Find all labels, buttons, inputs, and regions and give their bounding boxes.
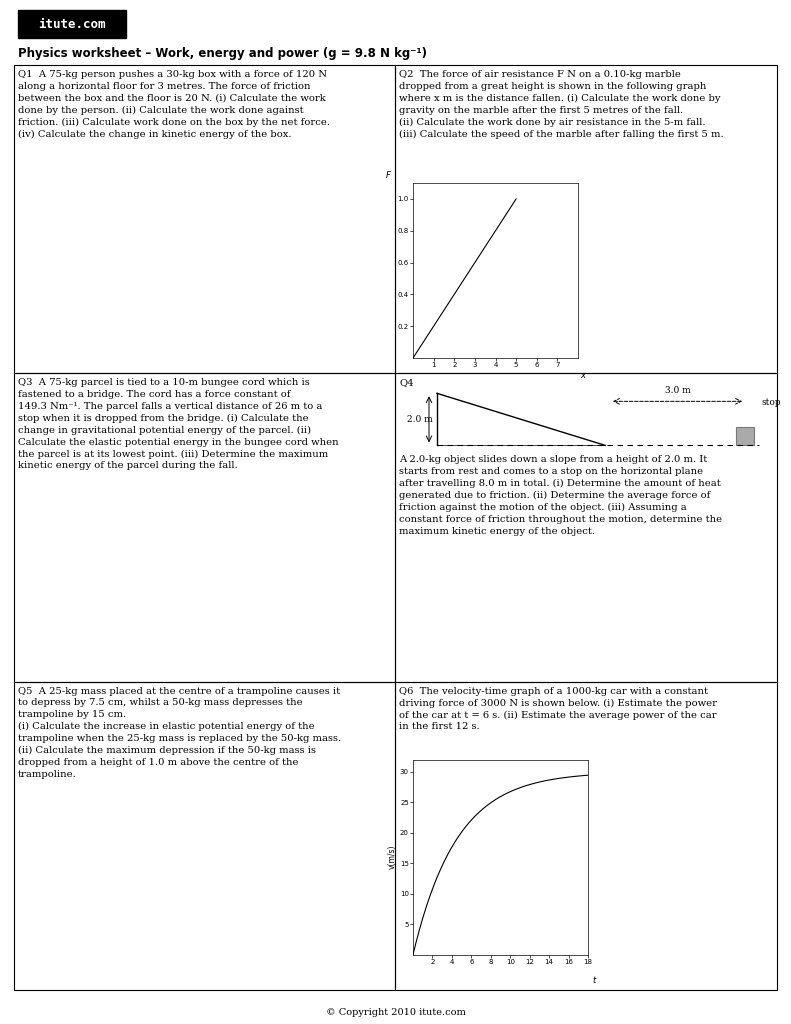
Y-axis label: v(m/s): v(m/s) <box>388 845 397 869</box>
Text: 3.0 m: 3.0 m <box>664 386 691 395</box>
Text: t: t <box>593 976 596 985</box>
Text: Q6  The velocity-time graph of a 1000-kg car with a constant
driving force of 30: Q6 The velocity-time graph of a 1000-kg … <box>399 687 717 731</box>
Text: Q3  A 75-kg parcel is tied to a 10-m bungee cord which is
fastened to a bridge. : Q3 A 75-kg parcel is tied to a 10-m bung… <box>18 378 339 470</box>
Bar <box>395 682 777 990</box>
Text: stop: stop <box>761 398 781 407</box>
Text: © Copyright 2010 itute.com: © Copyright 2010 itute.com <box>326 1008 465 1017</box>
Text: Q2  The force of air resistance F N on a 0.10-kg marble
dropped from a great hei: Q2 The force of air resistance F N on a … <box>399 70 724 138</box>
Text: A 2.0-kg object slides down a slope from a height of 2.0 m. It
starts from rest : A 2.0-kg object slides down a slope from… <box>399 456 722 536</box>
Text: Q1  A 75-kg person pushes a 30-kg box with a force of 120 N
along a horizontal f: Q1 A 75-kg person pushes a 30-kg box wit… <box>18 70 330 138</box>
Text: Physics worksheet – Work, energy and power (g = 9.8 N kg⁻¹): Physics worksheet – Work, energy and pow… <box>18 47 427 60</box>
Text: Q5  A 25-kg mass placed at the centre of a trampoline causes it
to depress by 7.: Q5 A 25-kg mass placed at the centre of … <box>18 687 341 778</box>
Bar <box>14 65 395 374</box>
Text: Q4: Q4 <box>399 378 414 387</box>
Text: 2.0 m: 2.0 m <box>407 415 433 424</box>
Bar <box>14 682 395 990</box>
Text: x: x <box>580 371 585 380</box>
Y-axis label: F: F <box>386 171 391 179</box>
Bar <box>736 427 754 445</box>
Bar <box>18 10 126 38</box>
Bar <box>14 374 395 682</box>
Bar <box>395 65 777 374</box>
Bar <box>395 374 777 682</box>
Text: itute.com: itute.com <box>38 17 106 31</box>
